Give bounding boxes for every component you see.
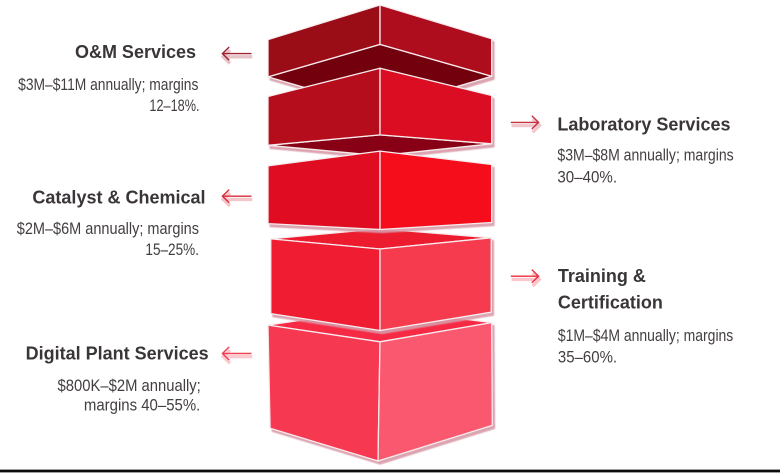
svg-text:30–40%.: 30–40%. bbox=[557, 169, 617, 187]
svg-text:$3M–$11M annually; margins: $3M–$11M annually; margins bbox=[18, 76, 199, 94]
svg-text:$1M–$4M annually; margins: $1M–$4M annually; margins bbox=[558, 327, 734, 345]
svg-text:15–25%.: 15–25%. bbox=[145, 241, 199, 260]
svg-text:35–60%.: 35–60%. bbox=[558, 349, 617, 367]
svg-text:O&M Services: O&M Services bbox=[75, 42, 196, 62]
svg-text:margins 40–55%.: margins 40–55%. bbox=[84, 397, 200, 415]
svg-text:Catalyst & Chemical: Catalyst & Chemical bbox=[32, 188, 205, 208]
svg-text:Training &: Training & bbox=[558, 266, 646, 286]
svg-text:Certification: Certification bbox=[558, 292, 663, 312]
svg-text:Digital Plant Services: Digital Plant Services bbox=[26, 343, 209, 363]
svg-text:$3M–$8M annually; margins: $3M–$8M annually; margins bbox=[557, 146, 734, 164]
svg-text:$800K–$2M annually;: $800K–$2M annually; bbox=[58, 377, 201, 395]
svg-text:12–18%.: 12–18%. bbox=[149, 98, 199, 116]
svg-text:$2M–$6M annually; margins: $2M–$6M annually; margins bbox=[17, 220, 199, 238]
svg-text:Laboratory Services: Laboratory Services bbox=[557, 115, 730, 135]
